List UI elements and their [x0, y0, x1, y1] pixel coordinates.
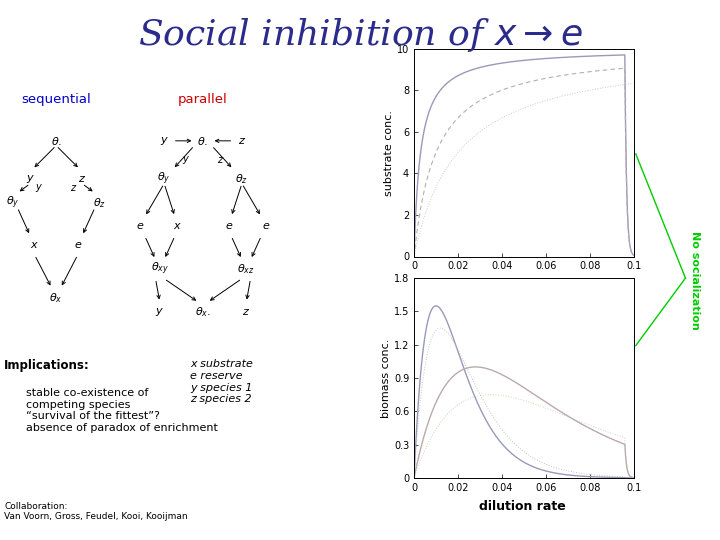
Text: $x$: $x$ — [173, 221, 181, 231]
Text: $\theta_y$: $\theta_y$ — [158, 171, 171, 187]
Text: $y$: $y$ — [26, 173, 35, 185]
Text: $e$: $e$ — [225, 221, 233, 231]
Text: $e$: $e$ — [73, 240, 82, 251]
Text: $\theta_x.$: $\theta_x.$ — [195, 305, 211, 319]
Text: $\theta_{xy}$: $\theta_{xy}$ — [150, 261, 169, 278]
Y-axis label: substrate conc.: substrate conc. — [384, 110, 394, 195]
Text: $e$: $e$ — [136, 221, 145, 231]
Text: $\theta_z$: $\theta_z$ — [93, 195, 106, 210]
Text: sequential: sequential — [22, 93, 91, 106]
Text: $z$: $z$ — [238, 136, 246, 146]
Text: $z$: $z$ — [70, 184, 77, 193]
Text: $z$: $z$ — [217, 155, 224, 165]
Text: $z$: $z$ — [78, 174, 86, 184]
Text: $y$: $y$ — [181, 154, 190, 166]
Text: $y$: $y$ — [160, 135, 168, 147]
Text: $\theta.$: $\theta.$ — [197, 135, 209, 147]
Text: dilution rate: dilution rate — [480, 500, 566, 514]
Text: Collaboration:
Van Voorn, Gross, Feudel, Kooi, Kooijman: Collaboration: Van Voorn, Gross, Feudel,… — [4, 502, 188, 521]
Text: $\theta_z$: $\theta_z$ — [235, 172, 248, 186]
Text: $x$: $x$ — [30, 240, 39, 251]
Text: $\theta_y$: $\theta_y$ — [6, 194, 19, 211]
Text: $\theta_x$: $\theta_x$ — [50, 291, 63, 305]
Text: Implications:: Implications: — [4, 360, 90, 373]
Text: No socialization: No socialization — [690, 232, 700, 330]
Y-axis label: biomass conc.: biomass conc. — [381, 339, 391, 417]
Text: $y$: $y$ — [35, 183, 43, 194]
Text: $\theta.$: $\theta.$ — [50, 135, 62, 147]
Text: parallel: parallel — [178, 93, 228, 106]
Text: Social inhibition of $x \rightarrow e$: Social inhibition of $x \rightarrow e$ — [138, 16, 582, 54]
Text: stable co-existence of
competing species
“survival of the fittest”?
absence of p: stable co-existence of competing species… — [26, 388, 217, 433]
Text: $\theta_{xz}$: $\theta_{xz}$ — [238, 262, 255, 276]
Text: $z$: $z$ — [242, 307, 251, 317]
Text: x substrate
e reserve
y species 1
z species 2: x substrate e reserve y species 1 z spec… — [190, 360, 253, 404]
Text: $y$: $y$ — [156, 306, 164, 318]
Text: $e$: $e$ — [261, 221, 270, 231]
